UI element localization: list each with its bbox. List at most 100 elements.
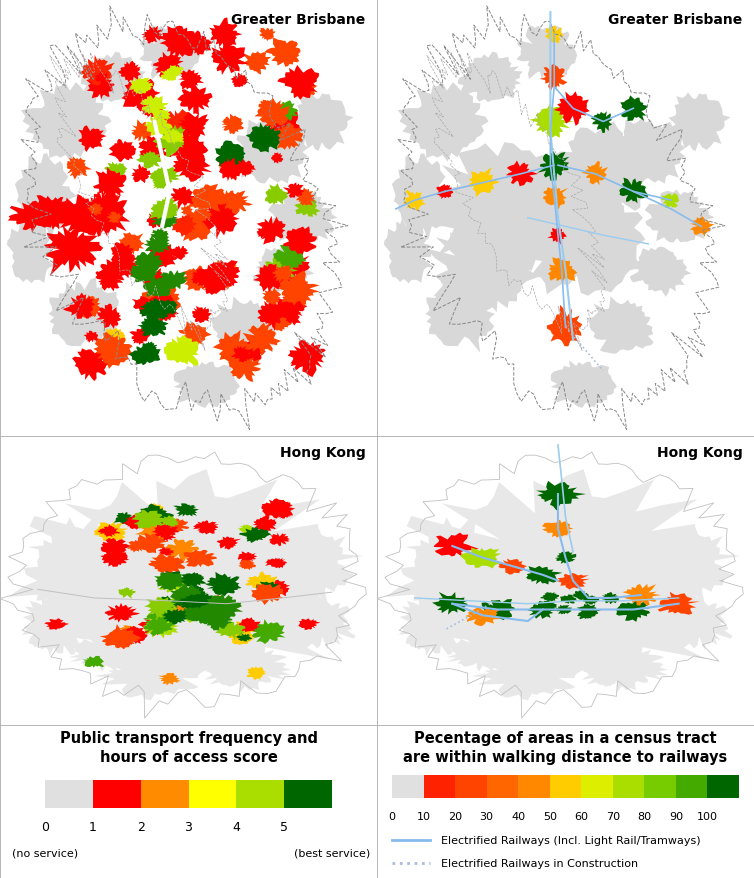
Polygon shape (268, 224, 280, 234)
Polygon shape (177, 83, 213, 116)
Polygon shape (202, 203, 240, 240)
Polygon shape (100, 538, 130, 556)
Polygon shape (259, 580, 290, 598)
Polygon shape (143, 610, 176, 627)
Polygon shape (268, 315, 292, 332)
Polygon shape (577, 609, 594, 620)
Polygon shape (181, 592, 219, 615)
Polygon shape (582, 607, 599, 617)
Polygon shape (153, 110, 171, 125)
Polygon shape (582, 596, 599, 605)
Polygon shape (521, 183, 645, 297)
Polygon shape (154, 572, 186, 591)
Bar (486, 775, 518, 798)
Polygon shape (104, 162, 127, 181)
Polygon shape (159, 69, 179, 82)
Polygon shape (8, 201, 69, 234)
Polygon shape (133, 91, 155, 112)
Polygon shape (28, 470, 363, 670)
Polygon shape (480, 600, 515, 620)
Polygon shape (121, 515, 146, 530)
Polygon shape (557, 573, 590, 590)
Polygon shape (22, 587, 88, 656)
Polygon shape (550, 361, 617, 408)
Polygon shape (76, 296, 101, 319)
Text: 30: 30 (480, 810, 494, 821)
Polygon shape (153, 53, 184, 80)
Polygon shape (245, 572, 281, 592)
Polygon shape (112, 257, 138, 279)
Polygon shape (437, 185, 453, 200)
Polygon shape (268, 191, 337, 243)
Polygon shape (159, 516, 179, 527)
Polygon shape (188, 606, 222, 624)
Bar (424, 775, 455, 798)
Bar (392, 775, 424, 798)
Polygon shape (193, 521, 219, 535)
Polygon shape (211, 52, 227, 63)
Polygon shape (250, 620, 286, 644)
Polygon shape (134, 252, 164, 273)
Polygon shape (620, 97, 648, 122)
Polygon shape (143, 277, 173, 298)
Polygon shape (243, 52, 271, 76)
Polygon shape (157, 594, 192, 615)
Polygon shape (601, 593, 621, 605)
Polygon shape (158, 572, 184, 587)
Polygon shape (78, 55, 115, 86)
Polygon shape (93, 333, 133, 370)
Polygon shape (270, 122, 303, 151)
Polygon shape (283, 184, 305, 198)
Polygon shape (292, 93, 354, 152)
Polygon shape (236, 633, 252, 642)
Polygon shape (94, 73, 108, 84)
Text: 3: 3 (185, 820, 192, 833)
Polygon shape (9, 518, 127, 639)
Polygon shape (262, 288, 282, 307)
Polygon shape (461, 548, 501, 569)
Polygon shape (210, 191, 240, 214)
Bar (581, 775, 613, 798)
Polygon shape (182, 266, 211, 291)
Polygon shape (120, 625, 134, 634)
Polygon shape (224, 191, 253, 216)
Polygon shape (159, 516, 189, 534)
Polygon shape (560, 594, 578, 604)
Polygon shape (529, 105, 574, 139)
Polygon shape (465, 608, 501, 626)
Text: 90: 90 (669, 810, 683, 821)
Polygon shape (235, 622, 253, 634)
Polygon shape (265, 558, 280, 567)
Polygon shape (117, 628, 148, 645)
Polygon shape (84, 331, 98, 343)
Polygon shape (152, 197, 179, 218)
Polygon shape (77, 198, 90, 211)
Polygon shape (294, 197, 321, 218)
Polygon shape (148, 554, 185, 576)
Polygon shape (272, 294, 308, 320)
Polygon shape (264, 256, 298, 285)
Polygon shape (198, 265, 231, 296)
Polygon shape (213, 330, 253, 367)
Polygon shape (158, 26, 200, 61)
Polygon shape (203, 261, 236, 293)
Polygon shape (114, 513, 134, 526)
Text: 0: 0 (41, 820, 49, 833)
Polygon shape (281, 281, 311, 308)
Polygon shape (290, 76, 317, 98)
Polygon shape (177, 210, 213, 242)
Polygon shape (161, 134, 184, 152)
Polygon shape (83, 191, 119, 238)
Polygon shape (15, 154, 77, 242)
Polygon shape (470, 644, 583, 701)
Bar (518, 775, 550, 798)
Polygon shape (135, 521, 173, 542)
Polygon shape (121, 80, 161, 112)
Polygon shape (587, 297, 654, 354)
Polygon shape (238, 617, 261, 632)
Polygon shape (291, 353, 308, 367)
Polygon shape (93, 168, 127, 198)
Polygon shape (196, 207, 212, 222)
Polygon shape (611, 119, 685, 184)
Polygon shape (160, 270, 188, 290)
